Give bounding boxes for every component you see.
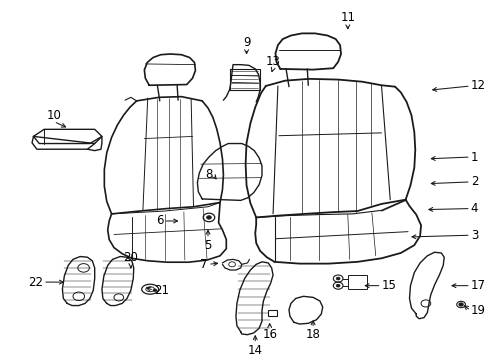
Text: 19: 19	[470, 304, 485, 317]
Text: 18: 18	[305, 328, 320, 341]
Text: 4: 4	[470, 202, 477, 215]
Text: 9: 9	[243, 36, 250, 49]
Text: 3: 3	[470, 229, 477, 242]
Text: 14: 14	[247, 343, 262, 356]
Text: 13: 13	[265, 55, 280, 68]
Text: 1: 1	[470, 150, 477, 163]
Text: 20: 20	[123, 251, 138, 264]
Text: 12: 12	[470, 80, 485, 93]
Text: 15: 15	[381, 279, 396, 292]
Circle shape	[206, 216, 211, 219]
Text: 8: 8	[205, 168, 212, 181]
Circle shape	[336, 284, 339, 287]
Circle shape	[153, 289, 157, 292]
Text: 2: 2	[470, 175, 477, 188]
Text: 7: 7	[200, 258, 207, 271]
Text: 17: 17	[470, 279, 485, 292]
Text: 22: 22	[28, 276, 43, 289]
Text: 11: 11	[340, 11, 355, 24]
Text: 10: 10	[46, 108, 61, 122]
Circle shape	[336, 277, 339, 280]
Text: 5: 5	[204, 239, 211, 252]
FancyBboxPatch shape	[347, 275, 366, 289]
Text: 16: 16	[262, 328, 277, 341]
Circle shape	[458, 303, 462, 306]
Text: 21: 21	[154, 284, 169, 297]
Text: 6: 6	[156, 215, 163, 228]
FancyBboxPatch shape	[268, 310, 276, 316]
